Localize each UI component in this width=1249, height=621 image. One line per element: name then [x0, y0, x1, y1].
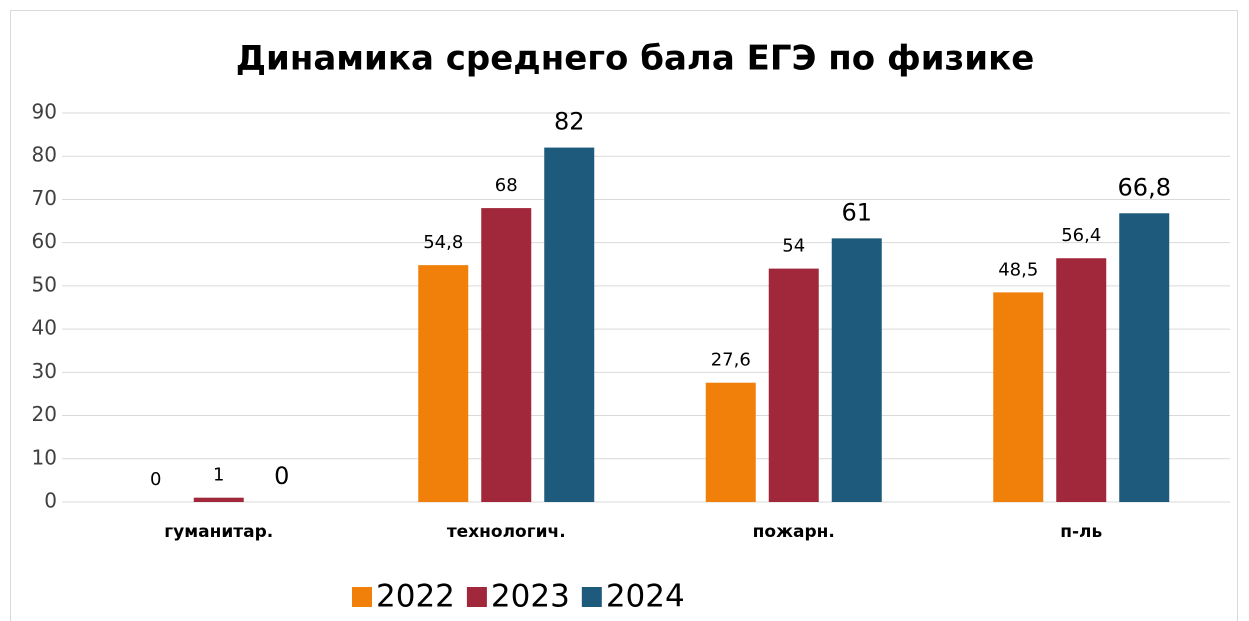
- value-label: 48,5: [998, 259, 1038, 280]
- y-tick-label: 0: [44, 489, 57, 513]
- y-tick-label: 70: [32, 186, 57, 210]
- y-tick-label: 20: [32, 402, 57, 426]
- bar: [705, 382, 756, 502]
- value-label: 54,8: [423, 232, 463, 253]
- y-tick-label: 50: [32, 272, 57, 296]
- value-label: 27,6: [711, 350, 751, 371]
- x-tick-label: п-ль: [1060, 522, 1102, 542]
- value-label: 68: [495, 175, 518, 196]
- bar: [193, 497, 244, 502]
- legend-label: 2023: [491, 579, 570, 615]
- x-tick-label: пожарн.: [753, 522, 835, 542]
- y-tick-label: 80: [32, 143, 57, 167]
- bar: [831, 238, 882, 502]
- value-label: 82: [554, 108, 585, 136]
- value-label: 1: [213, 465, 224, 486]
- y-tick-label: 40: [32, 316, 57, 340]
- bar: [993, 292, 1044, 502]
- y-tick-label: 30: [32, 359, 57, 383]
- x-tick-label: гуманитар.: [164, 522, 273, 542]
- value-label: 0: [150, 469, 161, 490]
- y-tick-label: 10: [32, 445, 57, 469]
- legend-label: 2022: [376, 579, 455, 615]
- bar: [544, 147, 595, 503]
- bar: [418, 265, 469, 502]
- value-label: 54: [782, 236, 805, 257]
- value-label: 0: [274, 462, 289, 490]
- y-tick-label: 90: [32, 100, 57, 124]
- bar: [768, 268, 819, 502]
- legend-swatch: [352, 587, 372, 607]
- bar: [481, 208, 532, 503]
- value-label: 61: [841, 198, 872, 226]
- x-tick-label: технологич.: [447, 522, 566, 542]
- legend-swatch: [581, 587, 602, 607]
- legend-swatch: [466, 587, 487, 607]
- bar: [1119, 213, 1170, 502]
- legend-label: 2024: [606, 579, 685, 615]
- value-label: 66,8: [1118, 173, 1171, 201]
- value-label: 56,4: [1061, 225, 1101, 246]
- bar: [1056, 258, 1107, 502]
- y-tick-label: 60: [32, 229, 57, 253]
- chart-title: Динамика среднего бала ЕГЭ по физике: [236, 39, 1035, 79]
